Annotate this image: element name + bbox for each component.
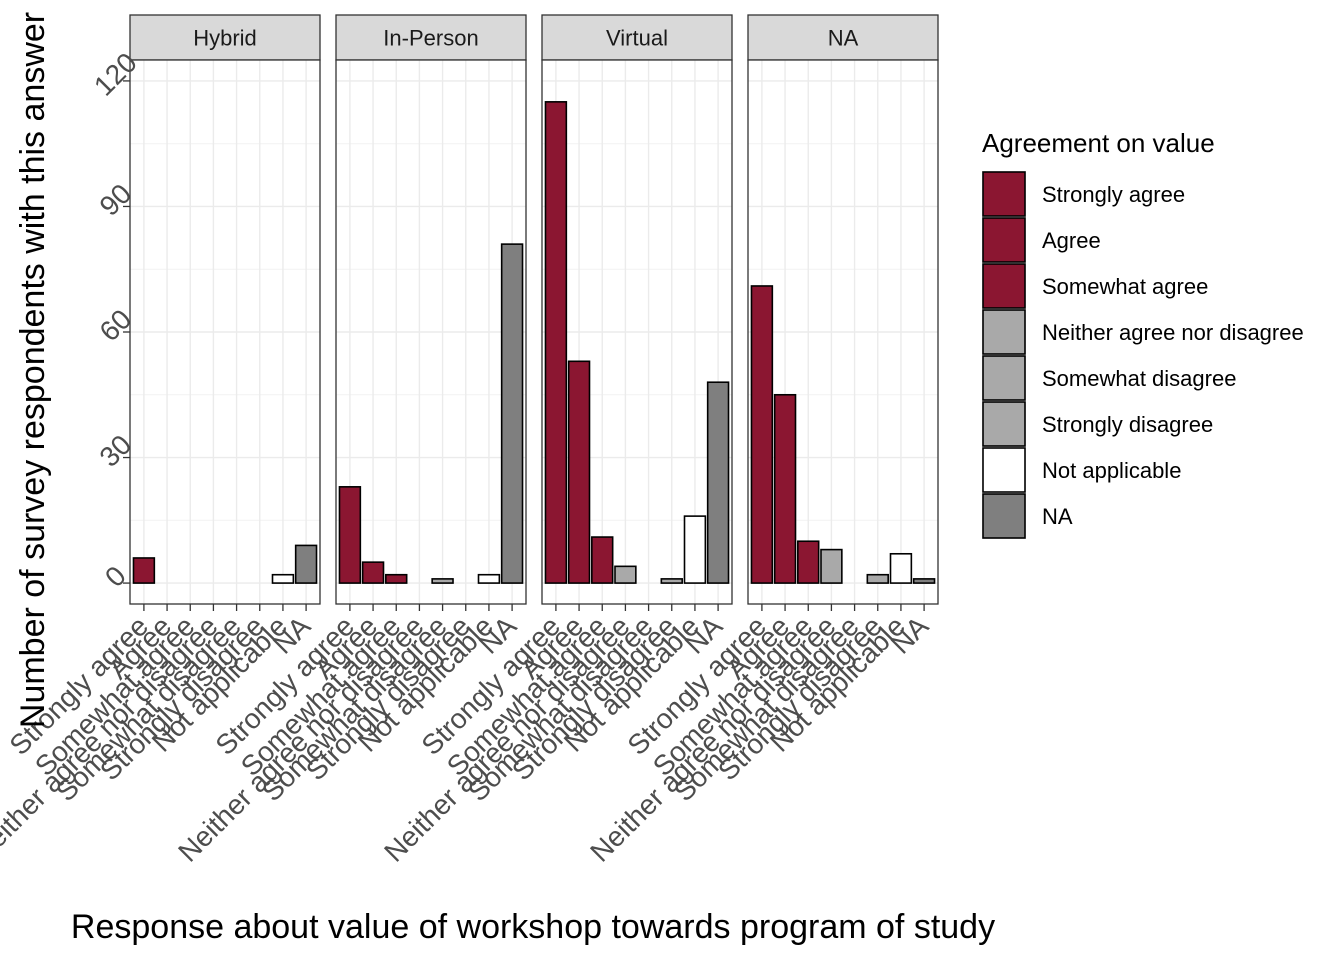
legend-swatch-agree <box>982 217 1026 263</box>
bar-na-neither-agree-nor-disagree <box>820 548 843 584</box>
legend-swatch-somewhat-disagree <box>982 355 1026 401</box>
y-axis-title: Number of survey respondents with this a… <box>14 12 52 728</box>
legend-swatch-somewhat-agree <box>982 263 1026 309</box>
panel-border <box>747 59 939 605</box>
y-tick-label: 0 <box>99 560 132 593</box>
legend-label: NA <box>1042 504 1073 529</box>
x-axis-title: Response about value of workshop towards… <box>71 908 995 946</box>
bar-virtual-strongly-agree <box>544 101 568 584</box>
bar-na-agree <box>773 393 797 584</box>
legend-label: Strongly disagree <box>1042 412 1213 437</box>
bar-in-person-agree <box>361 561 385 584</box>
facet-strip <box>747 14 939 61</box>
legend-swatch-strongly-disagree <box>982 401 1026 447</box>
legend-swatch-na <box>982 493 1026 539</box>
legend-label: Not applicable <box>1042 458 1181 483</box>
legend: Agreement on value Strongly agree Agree So… <box>982 128 1304 539</box>
bar-virtual-somewhat-agree <box>591 536 614 584</box>
legend-label: Agree <box>1042 228 1101 253</box>
legend-swatch-strongly-agree <box>982 171 1026 217</box>
bar-virtual-na <box>706 381 730 584</box>
panel-border <box>335 59 527 605</box>
bar-in-person-not-applicable <box>477 573 501 584</box>
bar-in-person-somewhat-disagree <box>431 578 454 584</box>
legend-swatch-not-applicable <box>982 447 1026 493</box>
bar-virtual-not-applicable <box>683 515 707 584</box>
bar-virtual-neither-agree-nor-disagree <box>614 565 637 584</box>
facet-strip <box>129 14 321 61</box>
legend-label: Neither agree nor disagree <box>1042 320 1304 345</box>
legend-swatch-neither-agree-nor-disagree <box>982 309 1026 355</box>
facet-strip-label: Virtual <box>606 26 668 51</box>
bar-hybrid-not-applicable <box>271 573 295 584</box>
facet-strip-label: In-Person <box>383 26 478 51</box>
facet-strip-label: Hybrid <box>193 26 257 51</box>
bar-in-person-na <box>500 243 524 584</box>
bar-virtual-strongly-disagree <box>660 578 683 584</box>
panel-border <box>541 59 733 605</box>
bar-na-not-applicable <box>889 552 913 584</box>
bar-hybrid-na <box>294 544 318 584</box>
legend-label: Strongly agree <box>1042 182 1185 207</box>
bar-na-strongly-agree <box>750 285 774 584</box>
bar-na-strongly-disagree <box>866 573 889 584</box>
bar-in-person-strongly-agree <box>338 486 362 584</box>
legend-title: Agreement on value <box>982 128 1215 158</box>
bar-hybrid-strongly-agree <box>132 557 156 584</box>
facet-strip-label: NA <box>828 26 859 51</box>
legend-label: Somewhat agree <box>1042 274 1208 299</box>
bar-virtual-agree <box>567 360 591 584</box>
legend-label: Somewhat disagree <box>1042 366 1236 391</box>
bar-na-somewhat-agree <box>797 540 820 584</box>
bar-na-na <box>912 578 936 584</box>
bar-in-person-somewhat-agree <box>385 573 408 584</box>
